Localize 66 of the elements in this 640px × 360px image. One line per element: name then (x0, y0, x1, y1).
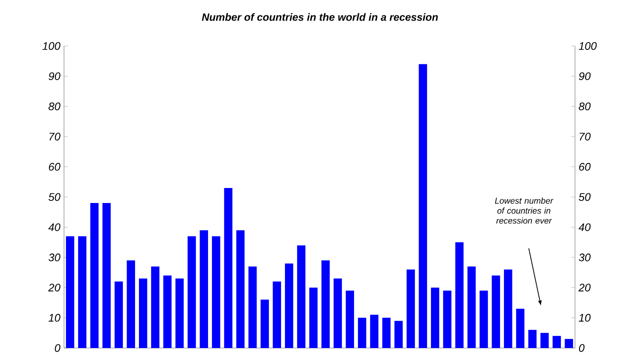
bar (272, 282, 282, 348)
bar (188, 236, 196, 348)
bar (334, 278, 342, 348)
bar (260, 300, 269, 348)
annotation: Lowest number of countries in recession ever (494, 197, 554, 224)
chart-title: Number of countries in the world in a recession (202, 13, 438, 21)
bar (406, 269, 415, 348)
y-tick-label: 60 (48, 162, 60, 171)
bar (528, 330, 537, 348)
bar (382, 318, 391, 348)
y-tick-label: 80 (48, 102, 60, 110)
bar (200, 230, 208, 348)
y2-tick-label: 100 (578, 42, 597, 50)
y-tick-label: 70 (49, 132, 60, 140)
bar (78, 236, 86, 348)
bar (284, 263, 294, 348)
bar (114, 282, 123, 348)
bar (212, 236, 220, 348)
y2-tick-label: 60 (579, 162, 591, 171)
y2-tick-label: 40 (578, 223, 591, 232)
y2-tick-label: 80 (578, 102, 591, 110)
bar (102, 203, 111, 348)
bar (370, 314, 378, 348)
y2-tick-label: 70 (580, 132, 591, 140)
y-tick-label: 40 (48, 223, 60, 232)
y2-tick-label: 30 (578, 254, 591, 262)
bar (90, 203, 99, 348)
y-tick-label: 90 (48, 72, 60, 80)
bar (321, 260, 330, 348)
bar (504, 269, 512, 348)
bar (175, 278, 184, 348)
bar (394, 320, 403, 348)
bar (418, 64, 428, 348)
bar (309, 288, 318, 348)
bar (126, 260, 136, 348)
bar (516, 308, 524, 348)
y-tick-label: 0 (54, 344, 60, 352)
bar (248, 266, 257, 348)
y-tick-label: 50 (48, 193, 60, 201)
bar (163, 276, 172, 348)
bar (297, 245, 306, 348)
bar (564, 338, 574, 348)
y-tick-label: 30 (48, 254, 60, 262)
bar (236, 230, 245, 348)
bar (540, 332, 549, 348)
y2-tick-label: 90 (578, 72, 591, 80)
bar (224, 188, 232, 348)
y-tick-label: 100 (42, 42, 60, 50)
y2-tick-label: 20 (578, 284, 591, 292)
bar (480, 290, 488, 348)
y2-tick-label: 10 (578, 314, 591, 322)
y-tick-label: 20 (48, 284, 60, 292)
y2-tick-label: 0 (578, 344, 585, 352)
bar (443, 290, 452, 348)
bar (467, 266, 476, 348)
bar (66, 236, 74, 348)
bar (358, 318, 366, 348)
bar (138, 278, 148, 348)
bar (455, 242, 464, 348)
bar (430, 288, 440, 348)
y2-tick-label: 50 (578, 193, 591, 201)
bar (492, 276, 500, 348)
bar (151, 266, 160, 348)
y-tick-label: 10 (48, 314, 60, 322)
bar (346, 290, 354, 348)
bar (552, 336, 561, 348)
